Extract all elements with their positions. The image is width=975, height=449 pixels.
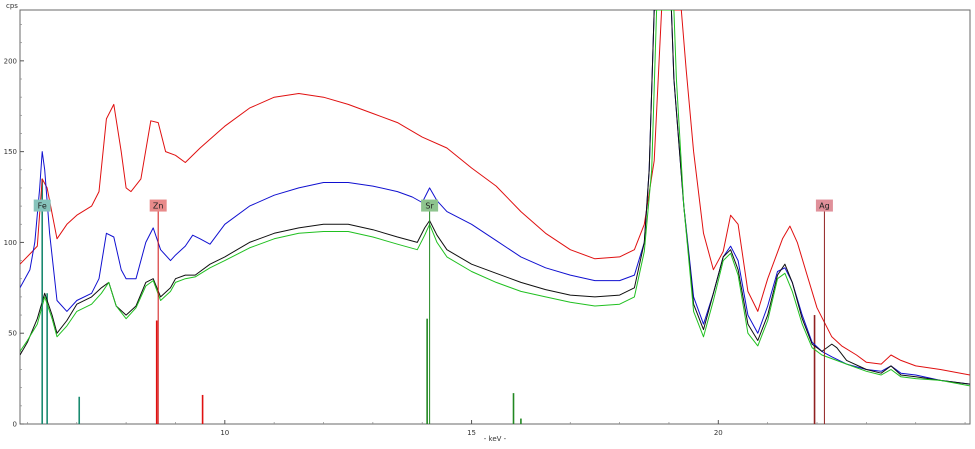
element-label: Zn — [153, 202, 164, 211]
y-axis-label: cps — [6, 2, 18, 10]
element-label-box — [33, 199, 51, 212]
spectrum-series-3 — [20, 10, 970, 385]
y-tick-label: 200 — [4, 57, 17, 65]
spectrum-series-2 — [20, 10, 970, 385]
spectrum-series-1 — [20, 10, 970, 376]
element-label-box — [149, 199, 167, 212]
y-tick-label: 100 — [4, 239, 17, 247]
element-label-box — [421, 199, 439, 212]
element-label: Fe — [38, 202, 47, 211]
x-axis-label: - keV - — [484, 435, 507, 443]
plot-frame — [19, 9, 971, 425]
y-tick-label: 50 — [8, 330, 17, 338]
x-tick-label: 10 — [220, 429, 229, 437]
y-tick-label: 150 — [4, 148, 17, 156]
element-label-box — [815, 199, 833, 212]
y-tick-label: 0 — [13, 421, 17, 429]
x-tick-label: 15 — [467, 429, 476, 437]
element-label: Ag — [819, 202, 830, 211]
x-tick-label: 20 — [714, 429, 723, 437]
spectrum-series-4 — [20, 10, 970, 387]
element-label: Sr — [425, 202, 434, 211]
